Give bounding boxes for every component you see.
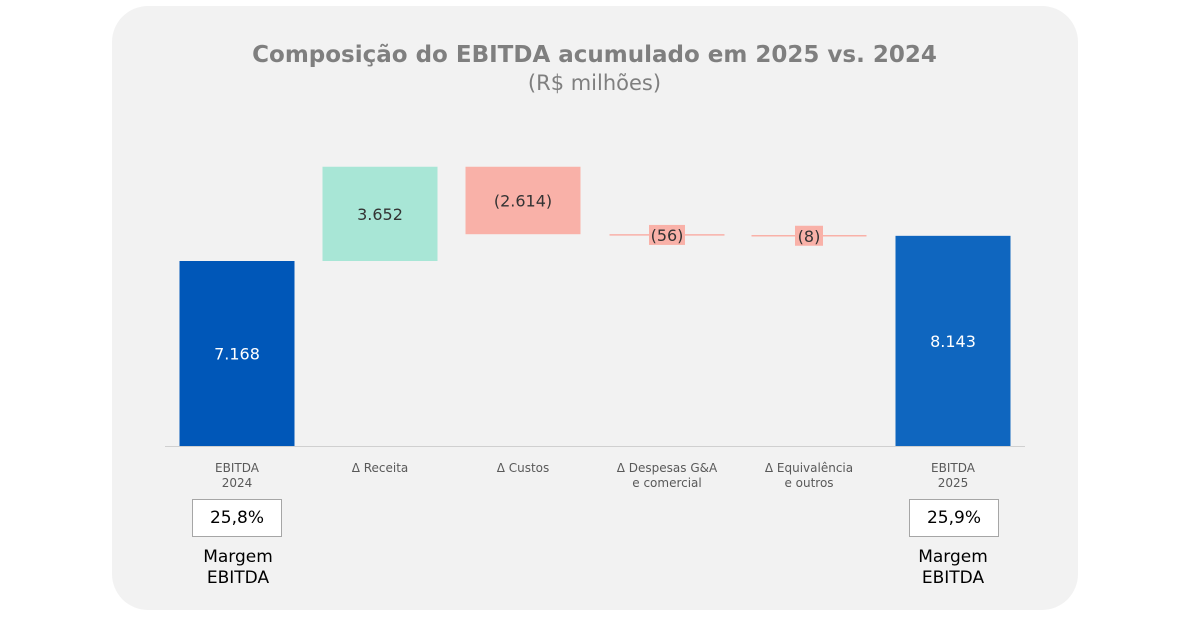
bar-0 — [179, 261, 295, 446]
margin-2024-label: Margem EBITDA — [203, 547, 273, 588]
margin-2024-value: 25,8% — [192, 499, 282, 537]
data-label-2: (2.614) — [494, 191, 552, 210]
category-label-1: Δ Receita — [352, 461, 409, 475]
data-label-bg-3 — [649, 224, 685, 245]
data-label-1: 3.652 — [357, 205, 403, 224]
bar-1 — [322, 166, 438, 261]
category-label-line: 2025 — [938, 476, 969, 490]
chart-title: Composição do EBITDA acumulado em 2025 v… — [252, 42, 937, 68]
margin-2025-value: 25,9% — [909, 499, 999, 537]
category-label-line: EBITDA — [931, 461, 976, 475]
chart-subtitle: (R$ milhões) — [527, 71, 662, 95]
category-label-line: Δ Custos — [497, 461, 550, 475]
bar-2 — [465, 166, 581, 235]
bar-5 — [895, 235, 1011, 446]
category-label-line: 2024 — [222, 476, 253, 490]
category-label-line: EBITDA — [215, 461, 260, 475]
category-label-line: e outros — [784, 476, 833, 490]
data-label-0: 7.168 — [214, 345, 260, 364]
category-label-5: EBITDA 2025 — [931, 461, 976, 490]
category-label-line: Δ Equivalência — [765, 461, 853, 475]
category-label-4: Δ Equivalência e outros — [765, 461, 853, 490]
category-label-line: Δ Despesas G&A — [617, 461, 718, 475]
data-label-4: (8) — [798, 227, 821, 246]
data-label-5: 8.143 — [930, 332, 976, 351]
category-label-0: EBITDA 2024 — [215, 461, 260, 490]
margin-2025-label: Margem EBITDA — [918, 547, 988, 588]
data-label-bg-4 — [795, 225, 823, 246]
category-label-line: Δ Receita — [352, 461, 409, 475]
category-label-line: e comercial — [632, 476, 702, 490]
data-label-3: (56) — [651, 226, 684, 245]
category-label-2: Δ Custos — [497, 461, 550, 475]
category-label-3: Δ Despesas G&A e comercial — [617, 461, 718, 490]
